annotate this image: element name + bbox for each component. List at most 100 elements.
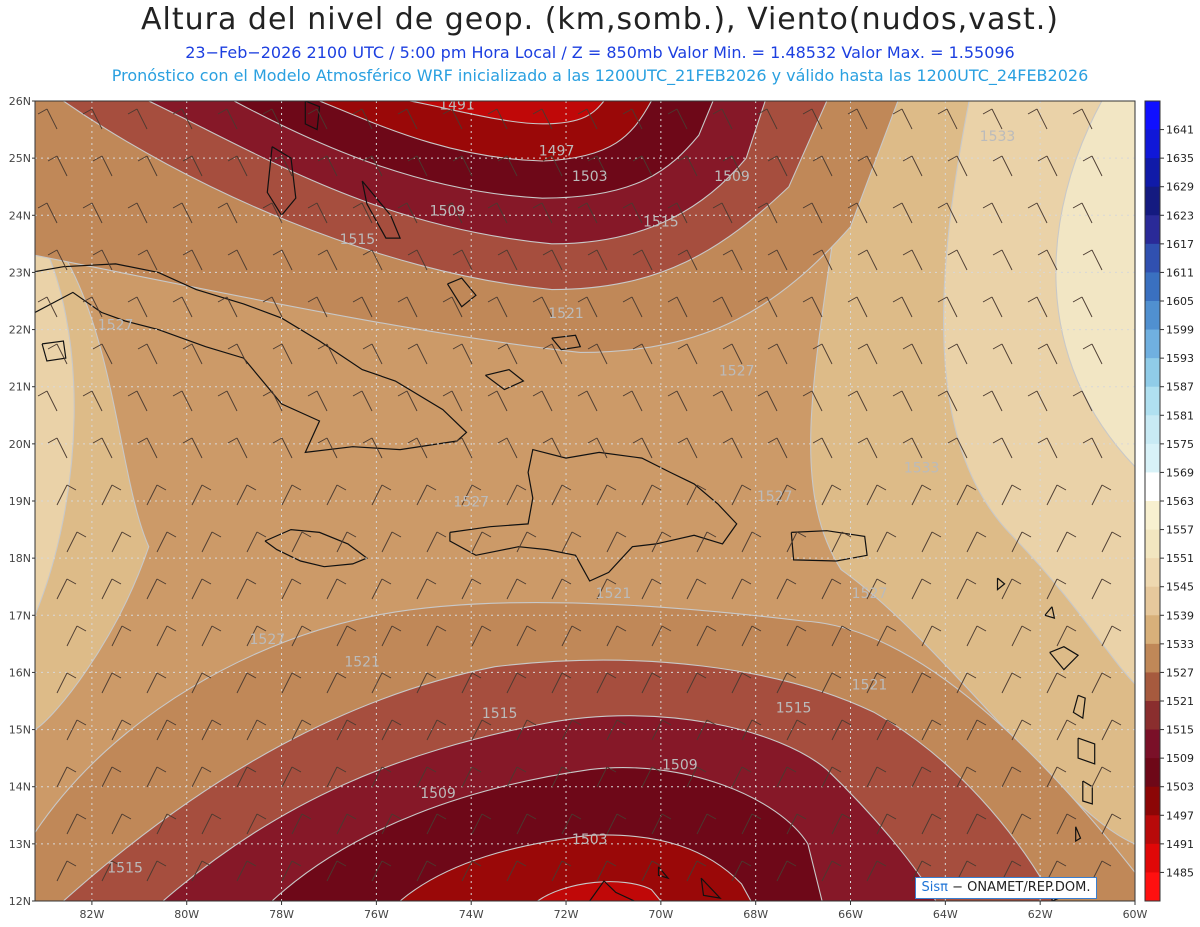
wind-barb-flag bbox=[561, 766, 572, 773]
wind-barb bbox=[56, 155, 68, 177]
wind-barb bbox=[831, 531, 843, 553]
wind-barb-flag bbox=[696, 860, 707, 867]
wind-barb-flag bbox=[677, 437, 688, 444]
wind-barb-flag bbox=[741, 672, 752, 679]
colorbar-segment bbox=[1145, 758, 1160, 788]
wind-barb bbox=[1001, 437, 1013, 459]
latitude-label: 14N bbox=[9, 781, 31, 794]
wind-barb bbox=[776, 672, 788, 694]
wind-barb-flag bbox=[346, 813, 357, 820]
wind-barb bbox=[946, 390, 958, 412]
wind-barb bbox=[1056, 625, 1068, 647]
wind-barb-flag bbox=[82, 202, 93, 209]
wind-barb-flag bbox=[651, 672, 662, 679]
contour-label: 1521 bbox=[852, 678, 888, 694]
wind-barb bbox=[381, 813, 393, 835]
wind-barb bbox=[741, 531, 753, 553]
longitude-label: 80W bbox=[174, 908, 199, 921]
wind-barb bbox=[1046, 578, 1058, 600]
contour-labels: 1491 1497 1503 1509 1509 1515 1515 1521 1527 1527… bbox=[98, 101, 1016, 876]
wind-barb bbox=[561, 625, 573, 647]
colorbar-segment bbox=[1145, 215, 1160, 245]
wind-barb bbox=[326, 249, 338, 271]
wind-barb-flag bbox=[166, 625, 177, 632]
wind-barb-flag bbox=[947, 343, 958, 350]
wind-barb-flag bbox=[902, 343, 913, 350]
wind-barb bbox=[291, 813, 303, 835]
wind-barb bbox=[46, 390, 58, 412]
wind-barb-flag bbox=[317, 155, 328, 162]
wind-barb-flag bbox=[516, 484, 527, 491]
colorbar-segment bbox=[1145, 615, 1160, 645]
wind-barb-flag bbox=[812, 155, 823, 162]
wind-barb bbox=[181, 108, 193, 130]
latitude-label: 17N bbox=[9, 609, 31, 622]
wind-barb-flag bbox=[741, 578, 752, 585]
wind-barb-flag bbox=[757, 296, 768, 303]
wind-barb bbox=[876, 719, 888, 741]
wind-barb bbox=[901, 108, 913, 130]
wind-barb bbox=[686, 672, 698, 694]
wind-barb-flag bbox=[1056, 578, 1067, 585]
wind-barb bbox=[371, 249, 383, 271]
wind-barb-flag bbox=[751, 719, 762, 726]
colorbar-label: 1515 bbox=[1166, 724, 1194, 737]
wind-barb bbox=[201, 719, 213, 741]
longitude-labels: 82W 80W 78W 76W 74W 72W 70W 68W 66W 64W 62W 60W bbox=[79, 901, 1148, 921]
wind-barb bbox=[831, 625, 843, 647]
wind-barb bbox=[866, 578, 878, 600]
wind-barb-flag bbox=[667, 108, 678, 115]
longitude-label: 62W bbox=[1028, 908, 1053, 921]
wind-barb-flag bbox=[696, 484, 707, 491]
colorbar-label: 1527 bbox=[1166, 666, 1194, 679]
wind-barb-flag bbox=[346, 531, 357, 538]
wind-barb bbox=[101, 484, 113, 506]
wind-barb-flag bbox=[1066, 531, 1077, 538]
wind-barb-flag bbox=[561, 484, 572, 491]
wind-barb bbox=[866, 672, 878, 694]
wind-barb bbox=[766, 202, 778, 224]
wind-barb bbox=[776, 578, 788, 600]
wind-barb-flag bbox=[66, 860, 77, 867]
wind-barb bbox=[786, 531, 798, 553]
wind-barb bbox=[786, 625, 798, 647]
wind-barb-flag bbox=[667, 390, 678, 397]
wind-barb bbox=[956, 766, 968, 788]
wind-barb bbox=[911, 437, 923, 459]
wind-barb bbox=[496, 202, 508, 224]
colorbar-segment bbox=[1145, 529, 1160, 559]
wind-barb-flag bbox=[452, 249, 463, 256]
wind-barb-flag bbox=[542, 249, 553, 256]
wind-barb-flag bbox=[712, 202, 723, 209]
wind-barb-flag bbox=[256, 531, 267, 538]
wind-barb-flag bbox=[121, 719, 132, 726]
wind-barb-flag bbox=[651, 578, 662, 585]
wind-barb-flag bbox=[937, 390, 948, 397]
wind-barb-flag bbox=[526, 531, 537, 538]
wind-barb-flag bbox=[812, 343, 823, 350]
wind-barb bbox=[246, 531, 258, 553]
wind-barb bbox=[741, 625, 753, 647]
wind-barb-flag bbox=[442, 108, 453, 115]
wind-barb bbox=[291, 531, 303, 553]
wind-barb bbox=[56, 249, 68, 271]
colorbar-segment bbox=[1145, 358, 1160, 388]
wind-barb-flag bbox=[577, 108, 588, 115]
wind-barb-flag bbox=[1066, 625, 1077, 632]
wind-barb bbox=[336, 625, 348, 647]
wind-barb bbox=[1046, 249, 1058, 271]
wind-barb bbox=[1046, 766, 1058, 788]
wind-barb-flag bbox=[82, 108, 93, 115]
wind-barb-flag bbox=[391, 531, 402, 538]
wind-barb bbox=[966, 813, 978, 835]
plot-area: 1491 1497 1503 1509 1509 1515 1515 1521 1527 1527… bbox=[35, 101, 1135, 901]
wind-barb-flag bbox=[886, 813, 897, 820]
coastline bbox=[361, 180, 401, 239]
wind-barb bbox=[561, 719, 573, 741]
wind-barb bbox=[641, 249, 653, 271]
wind-barb-flag bbox=[92, 437, 103, 444]
wind-barb-flag bbox=[542, 437, 553, 444]
wind-barb bbox=[876, 625, 888, 647]
colorbar-label: 1641 bbox=[1166, 124, 1194, 137]
wind-barb bbox=[1011, 719, 1023, 741]
